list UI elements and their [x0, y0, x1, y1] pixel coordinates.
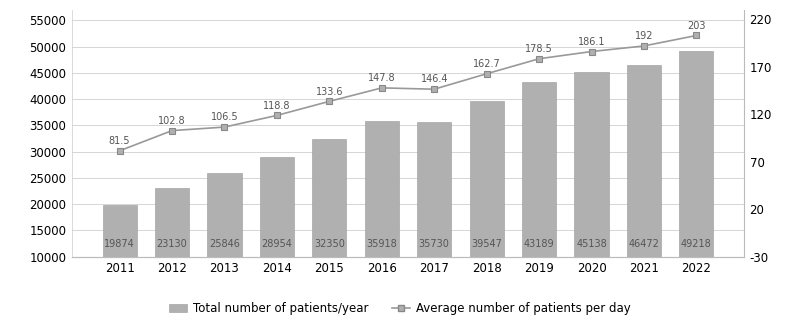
Text: 32350: 32350: [314, 239, 345, 249]
Text: 45138: 45138: [576, 239, 607, 249]
Bar: [470, 102, 504, 309]
Text: 43189: 43189: [524, 239, 554, 249]
Bar: [365, 120, 399, 309]
Text: 49218: 49218: [681, 239, 712, 249]
Text: 146.4: 146.4: [421, 74, 448, 85]
Text: 186.1: 186.1: [578, 37, 606, 47]
Text: 133.6: 133.6: [315, 87, 343, 97]
Text: 35730: 35730: [418, 239, 450, 249]
Text: 81.5: 81.5: [109, 136, 130, 146]
Bar: [155, 188, 189, 309]
Text: 147.8: 147.8: [368, 73, 395, 83]
Text: 118.8: 118.8: [263, 101, 290, 111]
Text: 28954: 28954: [262, 239, 292, 249]
Bar: [417, 121, 451, 309]
Text: 178.5: 178.5: [526, 44, 553, 54]
Text: 162.7: 162.7: [473, 59, 501, 69]
Bar: [207, 173, 242, 309]
Bar: [260, 157, 294, 309]
Text: 19874: 19874: [104, 239, 135, 249]
Text: 25846: 25846: [209, 239, 240, 249]
Bar: [574, 72, 609, 309]
Text: 35918: 35918: [366, 239, 397, 249]
Text: 46472: 46472: [629, 239, 659, 249]
Text: 23130: 23130: [157, 239, 187, 249]
Text: 106.5: 106.5: [210, 112, 238, 122]
Text: 102.8: 102.8: [158, 116, 186, 126]
Text: 203: 203: [687, 21, 706, 31]
Text: 192: 192: [634, 31, 654, 41]
Bar: [522, 82, 556, 309]
Text: 39547: 39547: [471, 239, 502, 249]
Bar: [679, 51, 714, 309]
Bar: [102, 205, 137, 309]
Bar: [627, 65, 661, 309]
Bar: [312, 139, 346, 309]
Legend: Total number of patients/year, Average number of patients per day: Total number of patients/year, Average n…: [165, 297, 635, 320]
